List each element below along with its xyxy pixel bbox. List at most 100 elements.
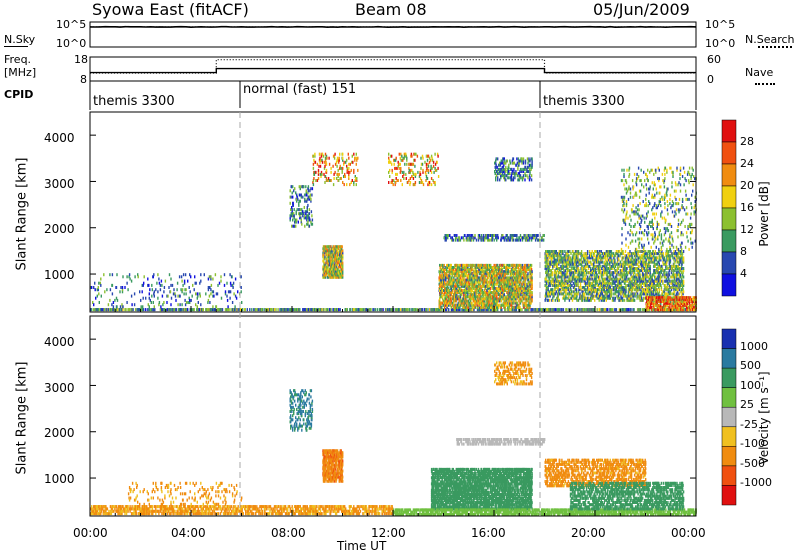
heatmap-cell	[148, 305, 150, 309]
heatmap-cell	[181, 303, 183, 307]
heatmap-cell	[261, 308, 263, 312]
heatmap-cell	[305, 308, 307, 312]
heatmap-cell	[317, 177, 320, 180]
heatmap-cell	[209, 301, 211, 304]
heatmap-cell	[240, 308, 242, 312]
heatmap-cell	[218, 308, 220, 312]
heatmap-cell	[503, 293, 505, 297]
heatmap-cell	[590, 308, 592, 312]
heatmap-cell	[414, 164, 416, 168]
heatmap-cell	[312, 154, 315, 158]
heatmap-cell	[524, 308, 526, 312]
heatmap-cell	[325, 162, 328, 166]
heatmap-cell	[584, 308, 586, 312]
heatmap-cell	[508, 163, 510, 167]
velocity-range-tick-1000: 1000	[44, 472, 75, 486]
heatmap-cell	[509, 161, 512, 165]
heatmap-cell	[223, 283, 226, 287]
heatmap-cell	[562, 250, 564, 253]
freq-label: Freq.	[4, 53, 32, 66]
heatmap-cell	[352, 160, 354, 164]
heatmap-cell	[422, 156, 424, 160]
colorbar-tick-label: 500	[740, 359, 761, 373]
heatmap-cell	[319, 164, 322, 168]
heatmap-cell	[216, 292, 219, 296]
heatmap-cell	[314, 152, 316, 156]
heatmap-cell	[370, 308, 372, 312]
heatmap-cell	[374, 308, 377, 312]
heatmap-cell	[152, 275, 154, 279]
heatmap-cell	[311, 193, 313, 197]
heatmap-cell	[401, 170, 403, 174]
nave-tick-top: 60	[707, 53, 721, 66]
heatmap-cell	[293, 189, 295, 193]
heatmap-cell	[164, 279, 167, 283]
heatmap-cell	[116, 308, 119, 312]
heatmap-cell	[531, 276, 533, 280]
heatmap-cell	[220, 275, 222, 279]
heatmap-cell	[433, 170, 435, 174]
heatmap-cell	[208, 294, 211, 298]
heatmap-cell	[297, 197, 299, 201]
heatmap-cell	[353, 152, 355, 156]
heatmap-cell	[420, 156, 422, 160]
heatmap-cell	[99, 308, 101, 312]
heatmap-cell	[124, 286, 126, 289]
heatmap-cell	[485, 308, 488, 312]
heatmap-cell	[241, 301, 243, 304]
heatmap-cell	[501, 308, 503, 312]
heatmap-cell	[355, 152, 357, 156]
heatmap-cell	[509, 308, 511, 312]
heatmap-cell	[207, 301, 209, 304]
heatmap-cell	[230, 308, 232, 312]
heatmap-cell	[122, 305, 124, 309]
heatmap-cell	[231, 301, 234, 304]
heatmap-cell	[684, 308, 687, 312]
heatmap-cell	[405, 172, 407, 176]
heatmap-cell	[461, 308, 464, 312]
heatmap-cell	[292, 224, 294, 228]
heatmap-cell	[561, 308, 563, 312]
heatmap-cell	[393, 179, 395, 182]
heatmap-cell	[400, 166, 402, 170]
heatmap-cell	[226, 294, 228, 298]
heatmap-cell	[112, 308, 114, 312]
heatmap-cell	[167, 294, 169, 298]
heatmap-cell	[153, 305, 155, 309]
heatmap-cell	[122, 308, 124, 312]
heatmap-cell	[467, 263, 470, 267]
heatmap-cell	[234, 305, 236, 309]
heatmap-cell	[208, 275, 211, 279]
heatmap-cell	[582, 308, 584, 312]
heatmap-cell	[170, 296, 173, 300]
heatmap-cell	[292, 203, 294, 207]
heatmap-cell	[251, 308, 253, 312]
heatmap-cell	[240, 286, 242, 289]
heatmap-cell	[209, 286, 211, 289]
velocity-range-tick-3000: 3000	[44, 381, 75, 395]
heatmap-cell	[347, 152, 349, 156]
heatmap-cell	[106, 288, 108, 292]
nave-label: Nave	[745, 66, 774, 79]
heatmap-cell	[403, 170, 405, 174]
heatmap-cell	[184, 288, 186, 292]
heatmap-cell	[189, 298, 191, 302]
heatmap-cell	[148, 283, 150, 287]
heatmap-cell	[291, 208, 293, 212]
heatmap-cell	[101, 308, 103, 312]
heatmap-cell	[339, 308, 341, 312]
heatmap-cell	[451, 308, 453, 312]
heatmap-cell	[221, 308, 224, 312]
heatmap-cell	[307, 308, 310, 312]
heatmap-cell	[194, 275, 196, 279]
heatmap-cell	[346, 183, 348, 187]
heatmap-cell	[350, 168, 352, 172]
heatmap-cell	[603, 308, 605, 312]
heatmap-cell	[158, 277, 160, 281]
heatmap-cell	[196, 305, 198, 309]
heatmap-cell	[128, 275, 130, 279]
heatmap-cell	[304, 224, 306, 228]
heatmap-cell	[330, 308, 332, 312]
heatmap-cell	[329, 308, 331, 312]
time-tick-2: 08:00	[271, 526, 306, 540]
